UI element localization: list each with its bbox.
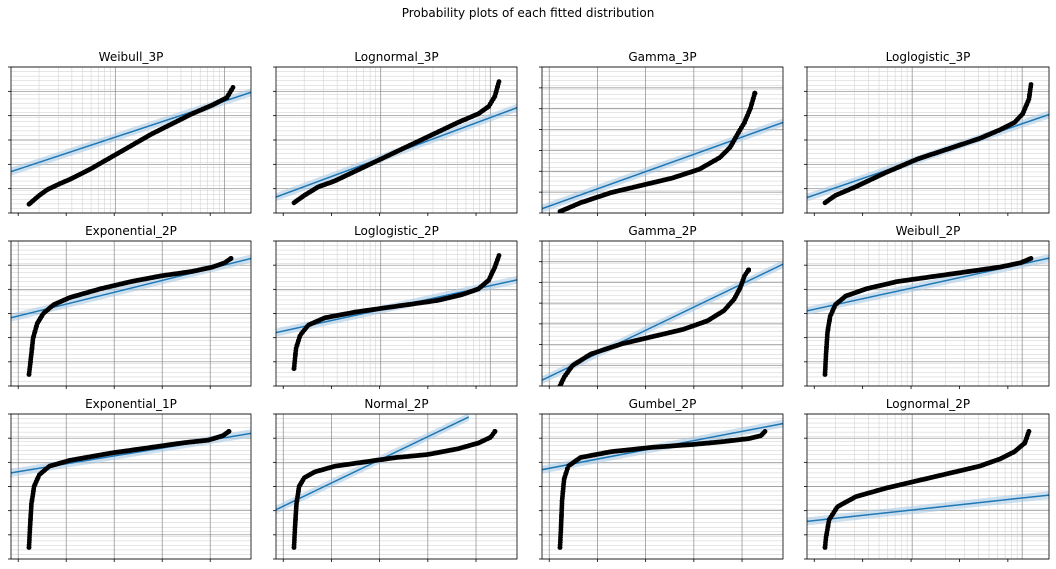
fit-line — [807, 494, 1049, 523]
data-points — [822, 82, 1034, 206]
subplot-title: Weibull_2P — [896, 224, 961, 238]
data-points — [822, 256, 1034, 377]
data-points — [557, 90, 758, 213]
data-point — [39, 313, 45, 319]
data-point — [495, 81, 501, 87]
data-point — [492, 429, 498, 434]
data-point — [300, 477, 306, 483]
grid — [11, 240, 251, 387]
subplot-12: Lognormal_2P — [804, 397, 1050, 562]
subplot-1: Weibull_3P — [8, 50, 252, 216]
data-point — [228, 256, 234, 261]
subplot-6: Loglogistic_2P — [273, 224, 518, 389]
data-point — [751, 93, 757, 99]
data-point — [495, 255, 501, 261]
data-points — [26, 256, 234, 377]
data-point — [1025, 431, 1031, 437]
subplot-title: Weibull_3P — [99, 50, 164, 64]
data-point — [296, 335, 302, 341]
data-point — [833, 507, 839, 512]
data-points — [291, 429, 498, 550]
data-point — [741, 275, 747, 281]
subplot-10: Normal_2P — [273, 397, 518, 562]
subplot-title: Gumbel_2P — [629, 397, 697, 411]
data-point — [229, 87, 234, 93]
grid — [276, 413, 517, 560]
data-points — [557, 429, 768, 550]
subplot-4: Loglogistic_3P — [804, 50, 1050, 216]
grid — [11, 66, 251, 214]
grid — [276, 240, 517, 387]
subplot-9: Exponential_1P — [8, 397, 252, 562]
data-point — [762, 429, 768, 434]
data-point — [1028, 256, 1034, 261]
subplot-3: Gamma_3P — [539, 50, 784, 216]
grid — [542, 413, 783, 560]
data-point — [226, 429, 232, 434]
subplot-title: Loglogistic_3P — [886, 50, 971, 64]
data-point — [1028, 84, 1034, 90]
subplot-title: Exponential_1P — [85, 397, 177, 411]
data-point — [35, 474, 41, 480]
subplot-2: Lognormal_3P — [273, 50, 518, 216]
subplot-5: Exponential_2P — [8, 224, 252, 389]
data-points — [26, 429, 232, 550]
subplot-title: Lognormal_3P — [354, 50, 438, 64]
fit-line — [542, 121, 783, 210]
data-points — [291, 79, 502, 206]
figure-title: Probability plots of each fitted distrib… — [401, 6, 655, 20]
subplot-title: Loglogistic_2P — [354, 224, 439, 238]
subplot-11: Gumbel_2P — [539, 397, 784, 562]
data-points — [291, 253, 502, 371]
subplot-7: Gamma_2P — [539, 224, 784, 389]
subplot-title: Lognormal_2P — [886, 397, 970, 411]
subplot-title: Gamma_2P — [628, 224, 696, 238]
data-point — [568, 365, 574, 371]
data-points — [822, 429, 1032, 550]
data-points — [26, 85, 236, 207]
grid — [542, 66, 783, 214]
data-point — [746, 267, 751, 273]
subplot-title: Normal_2P — [364, 397, 428, 411]
data-points — [557, 267, 751, 386]
subplot-title: Exponential_2P — [85, 224, 177, 238]
grid — [807, 413, 1049, 560]
subplot-8: Weibull_2P — [804, 224, 1050, 389]
subplot-title: Gamma_3P — [628, 50, 696, 64]
data-point — [831, 304, 837, 310]
axes-frame — [541, 66, 784, 214]
data-point — [565, 466, 570, 472]
axes-frame — [541, 240, 784, 387]
